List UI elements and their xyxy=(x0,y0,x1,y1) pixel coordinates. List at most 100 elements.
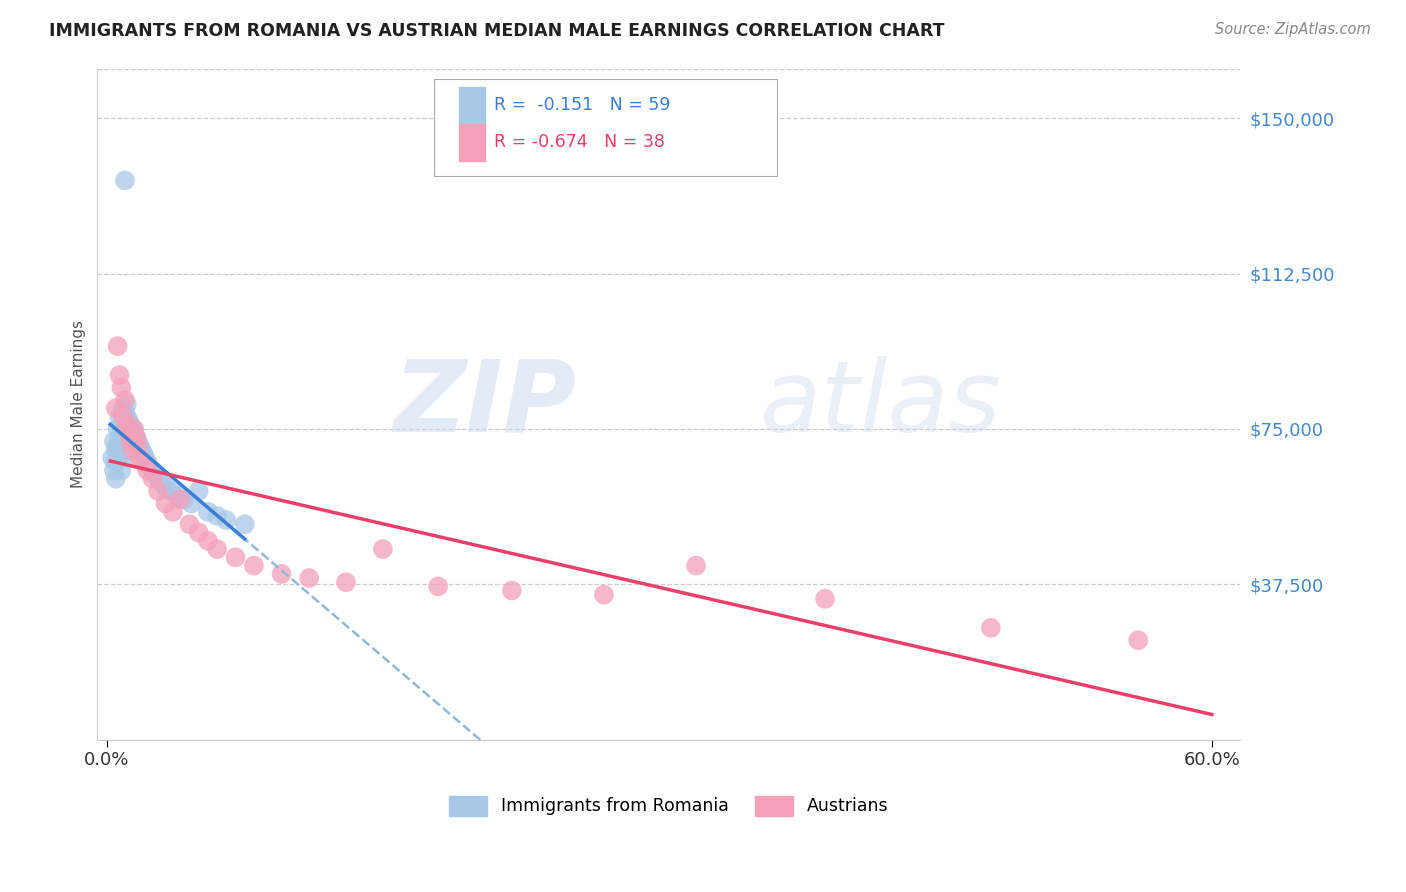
Point xyxy=(108,447,131,461)
Point xyxy=(115,426,138,441)
Point xyxy=(593,588,616,602)
Point xyxy=(146,472,169,486)
Text: Source: ZipAtlas.com: Source: ZipAtlas.com xyxy=(1215,22,1371,37)
Point xyxy=(128,438,150,452)
Point xyxy=(427,579,450,593)
Point xyxy=(132,455,155,469)
Point xyxy=(128,450,150,465)
Point xyxy=(685,558,707,573)
Point xyxy=(162,505,184,519)
Point xyxy=(110,380,132,394)
Point xyxy=(110,417,132,432)
Point xyxy=(121,438,143,452)
Point xyxy=(104,455,127,469)
Point xyxy=(136,463,159,477)
Point xyxy=(114,450,136,465)
Point xyxy=(125,430,148,444)
Point xyxy=(115,409,138,424)
Point xyxy=(115,417,138,432)
Point xyxy=(118,442,141,457)
Point xyxy=(107,438,129,452)
Point xyxy=(205,542,228,557)
Point xyxy=(169,492,191,507)
Point xyxy=(114,405,136,419)
Point xyxy=(108,409,131,424)
Bar xyxy=(460,124,485,161)
Point xyxy=(118,414,141,428)
Bar xyxy=(460,87,485,124)
Point xyxy=(131,442,153,457)
Point xyxy=(205,508,228,523)
Point xyxy=(132,447,155,461)
Point xyxy=(138,459,160,474)
Legend: Immigrants from Romania, Austrians: Immigrants from Romania, Austrians xyxy=(441,789,896,822)
Point xyxy=(114,422,136,436)
Point xyxy=(215,513,238,527)
Point xyxy=(122,422,145,436)
Point xyxy=(160,484,183,499)
Point xyxy=(134,450,156,465)
Point xyxy=(180,496,202,510)
Point xyxy=(197,533,219,548)
Point xyxy=(114,434,136,449)
Point xyxy=(814,591,837,606)
Point xyxy=(155,496,177,510)
Point xyxy=(104,442,127,457)
Point xyxy=(146,484,169,499)
Point xyxy=(125,430,148,444)
Point xyxy=(166,488,188,502)
Text: atlas: atlas xyxy=(759,356,1001,452)
Point xyxy=(115,397,138,411)
Point xyxy=(110,434,132,449)
Point xyxy=(120,417,142,432)
Text: ZIP: ZIP xyxy=(394,356,576,452)
Point xyxy=(225,550,247,565)
Point xyxy=(107,450,129,465)
Point xyxy=(335,575,357,590)
Point xyxy=(118,430,141,444)
Point xyxy=(197,505,219,519)
Point xyxy=(155,480,177,494)
Point xyxy=(270,566,292,581)
Point xyxy=(112,409,135,424)
Text: R =  -0.151   N = 59: R = -0.151 N = 59 xyxy=(494,96,671,114)
Point xyxy=(371,542,394,557)
Point xyxy=(142,472,165,486)
Point xyxy=(136,455,159,469)
Point xyxy=(1128,633,1150,648)
Point xyxy=(233,517,256,532)
Point xyxy=(121,442,143,457)
Point xyxy=(980,621,1002,635)
Point xyxy=(142,463,165,477)
Point xyxy=(108,430,131,444)
Point xyxy=(103,434,125,449)
Point xyxy=(112,430,135,444)
Point xyxy=(298,571,321,585)
Y-axis label: Median Male Earnings: Median Male Earnings xyxy=(72,320,86,488)
Point xyxy=(243,558,266,573)
Point xyxy=(120,434,142,449)
Point xyxy=(179,517,201,532)
Point xyxy=(104,401,127,416)
FancyBboxPatch shape xyxy=(434,78,778,176)
Point xyxy=(187,484,209,499)
Point xyxy=(501,583,523,598)
Point xyxy=(122,426,145,441)
Point xyxy=(122,442,145,457)
Point xyxy=(110,463,132,477)
Point xyxy=(118,426,141,441)
Point xyxy=(112,401,135,416)
Point xyxy=(112,442,135,457)
Point xyxy=(143,467,166,482)
Text: R = -0.674   N = 38: R = -0.674 N = 38 xyxy=(494,133,665,152)
Point xyxy=(107,339,129,353)
Point xyxy=(110,447,132,461)
Point xyxy=(101,450,124,465)
Point xyxy=(173,492,195,507)
Point xyxy=(114,173,136,187)
Point xyxy=(104,472,127,486)
Text: IMMIGRANTS FROM ROMANIA VS AUSTRIAN MEDIAN MALE EARNINGS CORRELATION CHART: IMMIGRANTS FROM ROMANIA VS AUSTRIAN MEDI… xyxy=(49,22,945,40)
Point xyxy=(121,422,143,436)
Point xyxy=(187,525,209,540)
Point xyxy=(127,434,149,449)
